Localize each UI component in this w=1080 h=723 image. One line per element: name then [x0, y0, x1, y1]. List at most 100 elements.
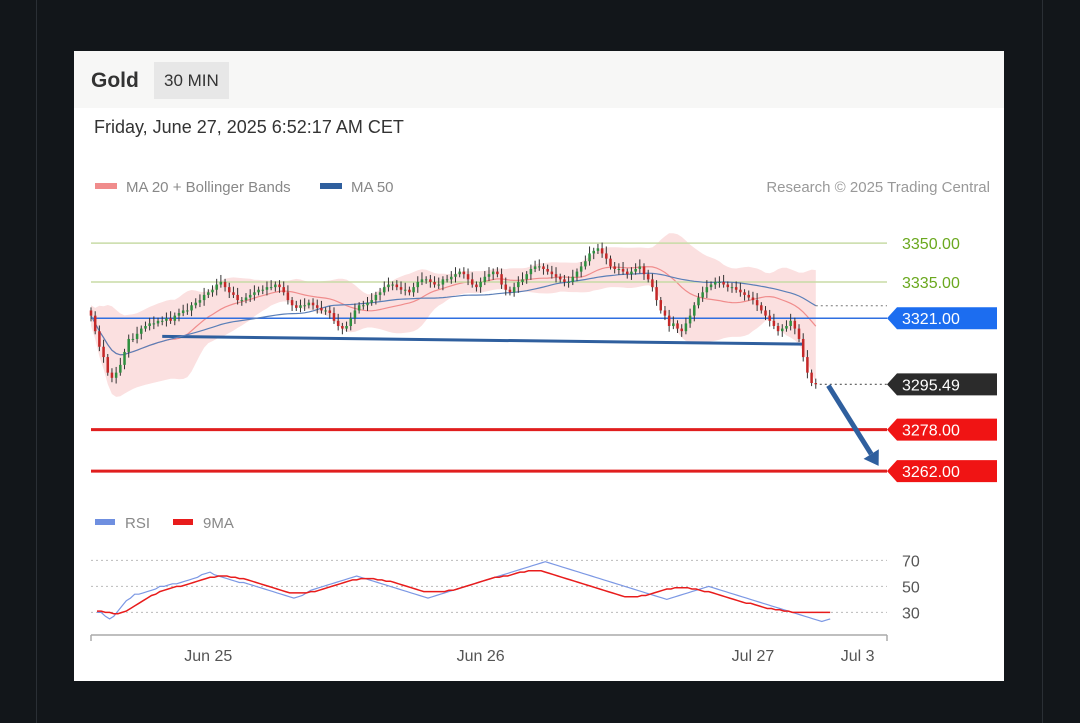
candle-body: [190, 305, 193, 311]
candle-body: [625, 271, 629, 275]
candle-body: [387, 284, 390, 288]
candle-body: [408, 289, 411, 293]
candle-body: [781, 328, 784, 332]
candle-body: [362, 305, 365, 307]
legend-swatch: [320, 183, 342, 189]
rsi-level-label: 50: [902, 579, 920, 596]
candle-body: [123, 351, 126, 365]
candle-body: [341, 326, 344, 329]
resistance-label: 3335.00: [902, 275, 960, 292]
candle-body: [232, 292, 235, 295]
candle-body: [445, 279, 449, 281]
candle-body: [328, 310, 332, 314]
candle-body: [688, 315, 692, 324]
candle-body: [140, 328, 143, 334]
candle-body: [391, 284, 394, 286]
legend-label: MA 50: [351, 179, 394, 196]
candle-body: [701, 292, 704, 298]
candle-body: [646, 274, 650, 280]
support-tag-label: 3278.00: [902, 423, 960, 440]
candle-body: [655, 287, 658, 301]
legend-label: MA 20 + Bollinger Bands: [126, 179, 291, 196]
candle-body: [676, 323, 679, 329]
candle-body: [659, 300, 663, 311]
candle-body: [739, 289, 742, 293]
candle-body: [240, 300, 244, 302]
candle-body: [156, 320, 160, 324]
candle-body: [198, 300, 202, 303]
rsi-level-label: 70: [902, 553, 920, 570]
candle-body: [776, 326, 780, 332]
chart-credit: Research © 2025 Trading Central: [766, 179, 990, 196]
candle-body: [207, 292, 210, 295]
candle-body: [324, 310, 327, 312]
candle-body: [278, 284, 281, 288]
timeframe-badge[interactable]: 30 MIN: [154, 62, 229, 99]
candle-body: [546, 269, 549, 272]
candle-body: [521, 279, 524, 282]
candle-body: [131, 338, 135, 340]
candle-body: [764, 310, 767, 316]
candle-body: [211, 289, 214, 293]
candle-body: [165, 318, 168, 321]
candle-body: [684, 323, 688, 332]
trendline: [162, 334, 804, 346]
candle-body: [315, 305, 319, 308]
candle-body: [454, 274, 457, 277]
card-header: Gold 30 MIN: [74, 51, 1004, 108]
candle-body: [424, 279, 428, 281]
candle-body: [248, 294, 252, 298]
resistance-label: 3350.00: [902, 236, 960, 253]
symbol-title: Gold: [91, 69, 139, 92]
candle-body: [575, 271, 579, 277]
x-tick-label: Jul 3: [841, 648, 875, 665]
candle-body: [672, 323, 675, 326]
candle-body: [257, 289, 260, 293]
support-tag-label: 3262.00: [902, 464, 960, 481]
candle-body: [236, 294, 239, 301]
candle-body: [345, 326, 348, 329]
candle-body: [596, 248, 600, 251]
candle-body: [119, 364, 122, 373]
candle-body: [713, 281, 717, 285]
candle-body: [663, 310, 667, 316]
forecast-arrow-shaft: [826, 384, 874, 456]
candle-body: [550, 271, 554, 275]
candle-body: [500, 274, 503, 285]
candle-body: [667, 315, 671, 326]
chart-card: Gold 30 MIN Friday, June 27, 2025 6:52:1…: [74, 51, 1004, 681]
candle-body: [487, 274, 491, 277]
candle-body: [651, 279, 654, 288]
candle-body: [466, 274, 470, 280]
candle-body: [433, 281, 436, 285]
candle-body: [194, 302, 197, 306]
candle-body: [693, 305, 696, 316]
candle-body: [186, 310, 189, 312]
candle-body: [475, 284, 478, 288]
candle-body: [705, 287, 709, 293]
candle-body: [265, 287, 269, 290]
candle-body: [517, 281, 520, 288]
rsi-ma9-line: [97, 570, 831, 615]
candle-body: [215, 284, 218, 290]
candle-body: [177, 313, 181, 316]
candle-body: [412, 287, 415, 293]
candle-body: [261, 289, 265, 291]
candle-body: [734, 287, 738, 290]
candle-body: [299, 305, 302, 308]
candle-body: [747, 294, 751, 298]
candle-body: [274, 284, 277, 288]
candle-body: [378, 292, 382, 295]
candle-body: [722, 281, 725, 285]
candle-body: [357, 305, 361, 311]
candle-body: [462, 271, 466, 275]
candle-body: [223, 281, 227, 288]
candle-body: [383, 287, 386, 293]
bollinger-band: [91, 233, 816, 397]
candle-body: [320, 307, 323, 311]
candle-body: [508, 289, 512, 293]
candle-body: [395, 284, 399, 288]
candle-body: [772, 320, 776, 326]
candle-body: [529, 269, 533, 275]
candle-body: [785, 326, 788, 329]
